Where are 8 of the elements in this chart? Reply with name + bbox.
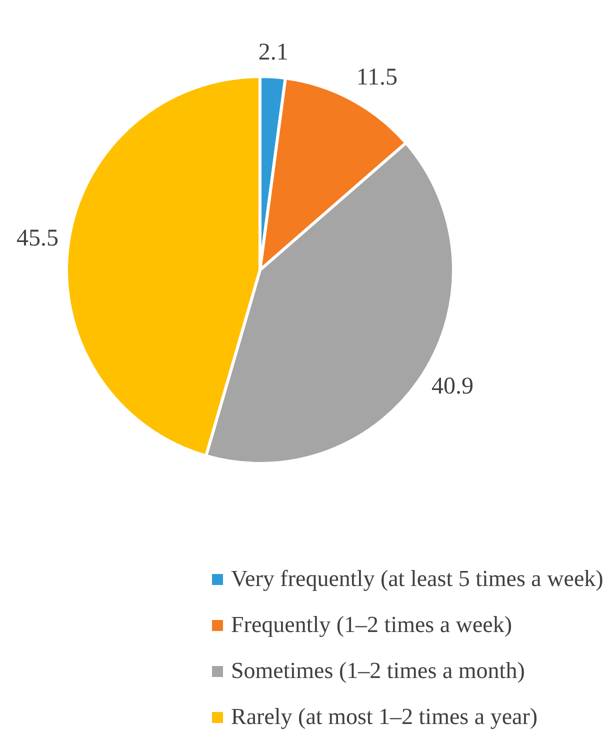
legend-label: Rarely (at most 1–2 times a year) — [231, 703, 538, 731]
data-label: 11.5 — [356, 64, 398, 91]
data-label: 40.9 — [431, 373, 474, 400]
legend-label: Very frequently (at least 5 times a week) — [231, 565, 604, 593]
legend-label: Sometimes (1–2 times a month) — [231, 657, 525, 685]
legend-label: Frequently (1–2 times a week) — [231, 611, 512, 639]
data-label: 2.1 — [258, 39, 288, 66]
data-label: 45.5 — [16, 226, 59, 252]
